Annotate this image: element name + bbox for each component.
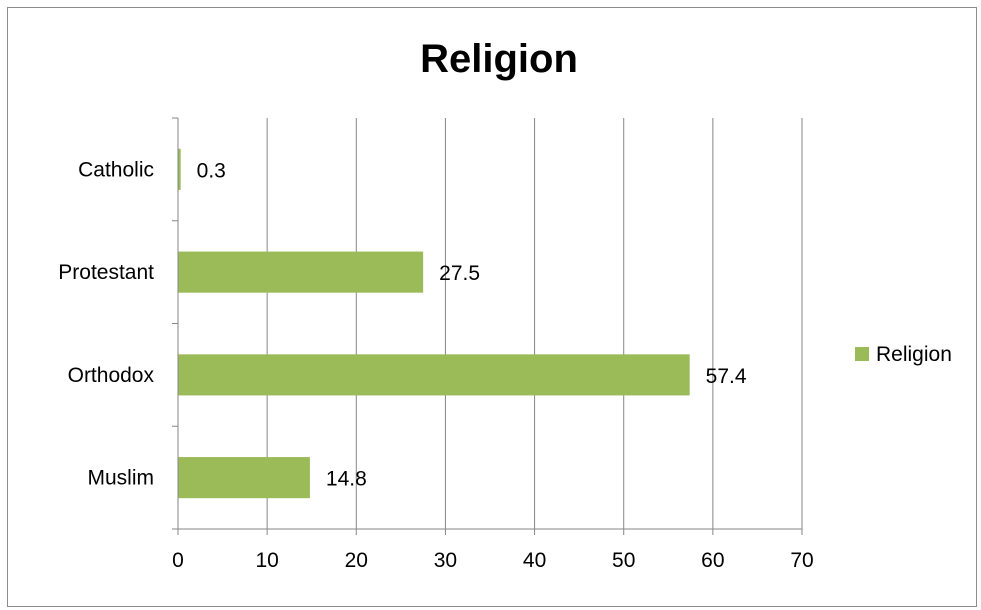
x-tick-label: 20: [345, 549, 368, 572]
x-tick-label: 10: [255, 549, 278, 572]
category-label: Muslim: [88, 467, 155, 490]
legend: Religion: [855, 343, 952, 366]
bar-catholic: [178, 148, 181, 190]
data-label: 57.4: [706, 365, 747, 388]
bar-orthodox: [178, 354, 690, 396]
data-label: 14.8: [326, 468, 367, 491]
bars: [178, 148, 690, 499]
category-label: Catholic: [78, 158, 154, 181]
legend-label: Religion: [876, 343, 952, 366]
data-label: 27.5: [439, 262, 480, 285]
legend-swatch: [855, 347, 869, 361]
labels: 0 10 20 30 40 50 60 70 Muslim 14.8 Orthodox 57.4 Pro…: [58, 158, 813, 572]
x-tick-label: 70: [790, 549, 813, 572]
chart-area: [7, 7, 977, 607]
x-tick-label: 0: [172, 549, 184, 572]
category-label: Orthodox: [68, 364, 155, 387]
data-label: 0.3: [197, 159, 226, 182]
bar-protestant: [178, 251, 424, 293]
category-label: Protestant: [58, 261, 154, 284]
bar-muslim: [178, 457, 310, 499]
x-tick-label: 40: [523, 549, 546, 572]
x-tick-label: 30: [434, 549, 457, 572]
axes: [172, 117, 803, 535]
x-tick-label: 60: [701, 549, 724, 572]
x-tick-label: 50: [612, 549, 635, 572]
chart-title: Religion: [420, 37, 578, 81]
